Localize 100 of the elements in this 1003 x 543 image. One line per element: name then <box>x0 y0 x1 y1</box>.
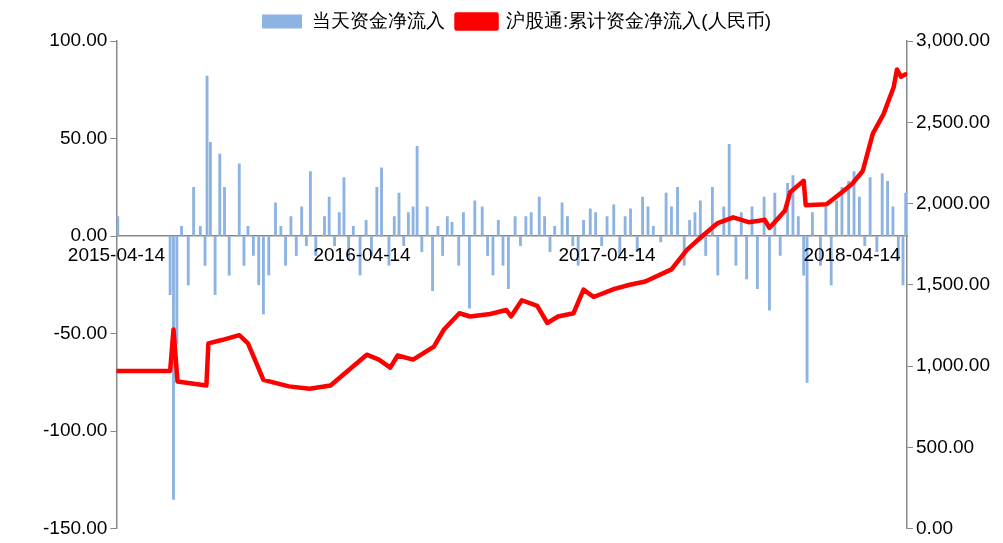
bar <box>380 167 383 236</box>
bar <box>251 236 255 256</box>
y2-tick-label: 1,500.00 <box>916 273 991 295</box>
bar <box>886 181 890 236</box>
bar <box>279 225 283 236</box>
bar <box>716 236 720 276</box>
bar <box>566 216 569 236</box>
bar <box>308 171 312 236</box>
y2-tick-label: 2,500.00 <box>916 110 991 132</box>
bar <box>835 200 838 236</box>
bar <box>904 192 908 236</box>
bar <box>698 200 702 236</box>
bar <box>267 236 271 276</box>
bar <box>857 196 861 236</box>
bar <box>704 236 708 256</box>
bar <box>227 236 231 276</box>
bar <box>594 212 598 236</box>
x-tick-label: 2016-04-14 <box>313 243 412 265</box>
y-tick-label: -150.00 <box>42 516 108 538</box>
y2-tick-label: 3,000.00 <box>916 29 991 51</box>
bar <box>768 236 771 311</box>
bar <box>506 236 510 290</box>
bar <box>457 236 461 266</box>
bar <box>553 225 557 236</box>
bar <box>676 186 679 236</box>
y2-tick-label: 2,000.00 <box>916 191 991 213</box>
bar <box>436 225 440 236</box>
bar <box>734 236 738 266</box>
bar <box>441 236 445 256</box>
bar <box>651 225 655 236</box>
bar <box>375 186 379 236</box>
bar <box>323 216 326 236</box>
bar <box>600 236 604 247</box>
bar <box>261 236 265 315</box>
bar <box>468 236 471 309</box>
bar <box>415 145 419 236</box>
bar <box>274 202 277 236</box>
bar <box>304 236 308 247</box>
bar <box>664 192 668 236</box>
bar <box>524 216 528 236</box>
y-tick-label: 50.00 <box>59 126 108 148</box>
bar <box>284 236 287 266</box>
bar <box>461 212 465 236</box>
legend-label: 沪股通:累计资金净流入(人民币) <box>506 9 771 31</box>
bar <box>300 206 304 236</box>
bar <box>406 212 410 236</box>
bar <box>824 206 828 236</box>
bar <box>237 163 241 236</box>
y2-tick-label: 1,000.00 <box>916 354 991 376</box>
bar <box>473 200 477 236</box>
bar <box>213 236 217 295</box>
bar <box>486 236 490 256</box>
y2-tick-label: 500.00 <box>916 435 975 457</box>
bar <box>218 153 222 236</box>
bar <box>755 236 759 290</box>
bar <box>588 208 592 236</box>
y2-tick-label: 0.00 <box>916 516 954 538</box>
bar <box>727 144 731 236</box>
bar <box>582 220 585 236</box>
bar <box>425 206 429 236</box>
bar <box>337 212 341 236</box>
bar <box>641 196 645 236</box>
bar <box>445 216 449 236</box>
bar <box>327 196 331 236</box>
y-tick-label: -100.00 <box>42 419 108 441</box>
bar <box>863 236 867 247</box>
bar <box>333 236 336 247</box>
bar <box>543 216 547 236</box>
bar <box>392 216 396 236</box>
bar <box>612 204 616 236</box>
bar <box>796 216 800 236</box>
bar <box>623 216 627 236</box>
bar <box>257 236 261 286</box>
bar <box>571 236 575 247</box>
bar <box>659 236 663 243</box>
y-tick-label: -50.00 <box>53 321 108 343</box>
bar <box>223 186 226 236</box>
bar <box>629 208 632 236</box>
legend-label: 当天资金净流入 <box>311 9 445 31</box>
bar <box>688 220 692 236</box>
bar <box>868 177 872 236</box>
bar <box>513 216 517 236</box>
bar <box>745 236 749 280</box>
bar <box>364 220 368 236</box>
bar <box>351 225 355 236</box>
bar <box>778 236 782 256</box>
bar <box>186 236 190 286</box>
x-tick-label: 2018-04-14 <box>803 243 902 265</box>
bar <box>402 236 406 247</box>
x-tick-label: 2017-04-14 <box>558 243 657 265</box>
bar <box>560 202 564 236</box>
bar <box>810 212 814 236</box>
bar <box>496 220 500 236</box>
bar <box>519 236 522 247</box>
bar <box>192 186 196 236</box>
bar <box>180 225 183 236</box>
y-tick-label: 0.00 <box>70 224 108 246</box>
bar <box>420 236 424 252</box>
y-tick-label: 100.00 <box>49 29 108 51</box>
x-tick-label: 2015-04-14 <box>67 243 166 265</box>
